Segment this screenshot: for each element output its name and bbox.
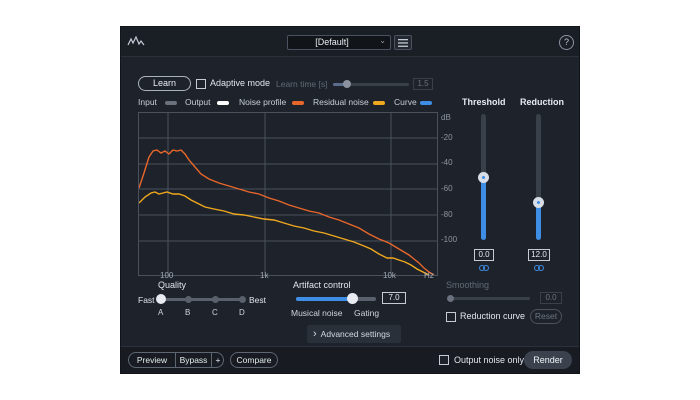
threshold-slider[interactable]: [478, 114, 489, 240]
quality-step-dot[interactable]: [212, 296, 219, 303]
waveform-logo-icon: [127, 35, 145, 49]
hamburger-menu-icon: [398, 39, 408, 47]
legend-curve: Curve: [394, 97, 432, 107]
help-icon[interactable]: ?: [559, 35, 574, 50]
learn-time-value[interactable]: 1.5: [413, 78, 433, 90]
quality-step-dot[interactable]: [239, 296, 246, 303]
smoothing-slider-knob[interactable]: [447, 295, 454, 302]
artifact-control-slider-fill: [296, 297, 352, 301]
legend-residual-noise: Residual noise: [313, 97, 385, 107]
hz-tick-label: 100: [160, 271, 174, 280]
graph-grid: [139, 113, 437, 275]
smoothing-slider[interactable]: [447, 295, 530, 302]
render-button[interactable]: Render: [524, 351, 572, 369]
preview-button[interactable]: Preview: [129, 353, 176, 367]
legend-residual-noise-swatch: [373, 101, 385, 105]
threshold-label: Threshold: [462, 97, 506, 107]
learn-time-slider-fill: [333, 83, 347, 86]
legend-input: Input: [138, 97, 177, 107]
threshold-slider-fill: [481, 177, 486, 240]
adaptive-mode-checkbox[interactable]: [196, 79, 206, 89]
reduction-curve-checkbox[interactable]: [446, 312, 456, 322]
reduction-curve-label: Reduction curve: [460, 311, 526, 321]
plugin-window: [Default] ⌄ ? Learn Adaptive mode Learn …: [120, 26, 580, 374]
footer-bar: Preview Bypass + Compare Output noise on…: [121, 346, 579, 373]
reduction-slider-knob[interactable]: [533, 197, 544, 209]
artifact-control-value[interactable]: 7.0: [382, 292, 406, 304]
legend-noise-profile-label: Noise profile: [239, 97, 287, 107]
bypass-button[interactable]: Bypass: [176, 353, 212, 367]
smoothing-value[interactable]: 0.0: [540, 292, 562, 304]
spectrum-graph[interactable]: [138, 112, 438, 276]
hz-tick-label: 10k: [383, 271, 396, 280]
learn-button[interactable]: Learn: [138, 76, 191, 91]
quality-slider-knob[interactable]: [156, 294, 166, 304]
residual-noise-curve: [139, 191, 430, 275]
reset-button[interactable]: Reset: [530, 309, 562, 324]
advanced-settings-button[interactable]: › Advanced settings: [307, 325, 401, 343]
artifact-control-slider[interactable]: [296, 293, 376, 304]
learn-time-slider[interactable]: [333, 80, 409, 88]
quality-best-label: Best: [249, 295, 267, 305]
legend-curve-label: Curve: [394, 97, 417, 107]
threshold-value[interactable]: 0.0: [474, 249, 494, 261]
quality-step-label: C: [212, 308, 218, 317]
preview-bypass-group: Preview Bypass +: [128, 352, 224, 368]
quality-step-label: D: [239, 308, 245, 317]
quality-fast-label: Fast: [138, 295, 155, 305]
artifact-control-label: Artifact control: [293, 280, 351, 290]
db-unit-label: dB: [441, 113, 451, 122]
gating-label: Gating: [354, 308, 380, 318]
bypass-plus-button[interactable]: +: [215, 355, 221, 365]
quality-step-label: A: [158, 308, 164, 317]
chevron-right-icon: ›: [313, 328, 317, 340]
spectrum-svg: [139, 113, 437, 275]
quality-step-dot[interactable]: [185, 296, 192, 303]
legend-residual-noise-label: Residual noise: [313, 97, 369, 107]
db-tick-label: -80: [441, 210, 453, 219]
chevron-down-icon: ⌄: [379, 36, 386, 45]
preset-dropdown[interactable]: [Default] ⌄: [287, 35, 391, 50]
reduction-value[interactable]: 12.0: [528, 249, 550, 261]
quality-label: Quality: [158, 280, 187, 290]
legend-output-label: Output: [185, 97, 211, 107]
reduction-slider[interactable]: [533, 114, 544, 240]
smoothing-label: Smoothing: [446, 280, 490, 290]
legend-input-label: Input: [138, 97, 157, 107]
header-bar: [Default] ⌄ ?: [121, 27, 579, 57]
reduction-label: Reduction: [520, 97, 564, 107]
legend-output-swatch: [217, 101, 229, 105]
reduction-slider-fill: [536, 202, 541, 240]
advanced-settings-label: Advanced settings: [320, 329, 391, 339]
db-tick-label: -20: [441, 133, 453, 142]
learn-time-slider-knob[interactable]: [342, 80, 351, 88]
hz-unit-label: Hz: [424, 271, 434, 280]
legend-noise-profile: Noise profile: [239, 97, 304, 107]
legend-output: Output: [185, 97, 229, 107]
adaptive-mode-label: Adaptive mode: [210, 78, 271, 88]
musical-noise-label: Musical noise: [291, 308, 343, 318]
link-icon[interactable]: [479, 263, 489, 273]
db-tick-label: -100: [441, 235, 458, 244]
artifact-control-slider-knob[interactable]: [347, 293, 358, 304]
compare-button[interactable]: Compare: [230, 352, 278, 368]
legend-input-swatch: [165, 101, 177, 105]
db-tick-label: -60: [441, 184, 453, 193]
hz-tick-label: 1k: [260, 271, 269, 280]
preset-label: [Default]: [315, 37, 349, 47]
db-tick-label: -40: [441, 158, 453, 167]
threshold-slider-knob[interactable]: [478, 172, 489, 183]
quality-slider[interactable]: [156, 294, 246, 304]
link-icon[interactable]: [534, 263, 544, 273]
learn-time-label: Learn time [s]: [276, 79, 328, 89]
menu-button[interactable]: [394, 35, 412, 50]
output-noise-only-label: Output noise only: [454, 355, 525, 365]
quality-step-label: B: [185, 308, 191, 317]
noise-profile-curve: [139, 149, 435, 275]
legend-noise-profile-swatch: [292, 101, 304, 105]
legend-curve-swatch: [420, 101, 432, 105]
output-noise-only-checkbox[interactable]: [439, 355, 449, 365]
